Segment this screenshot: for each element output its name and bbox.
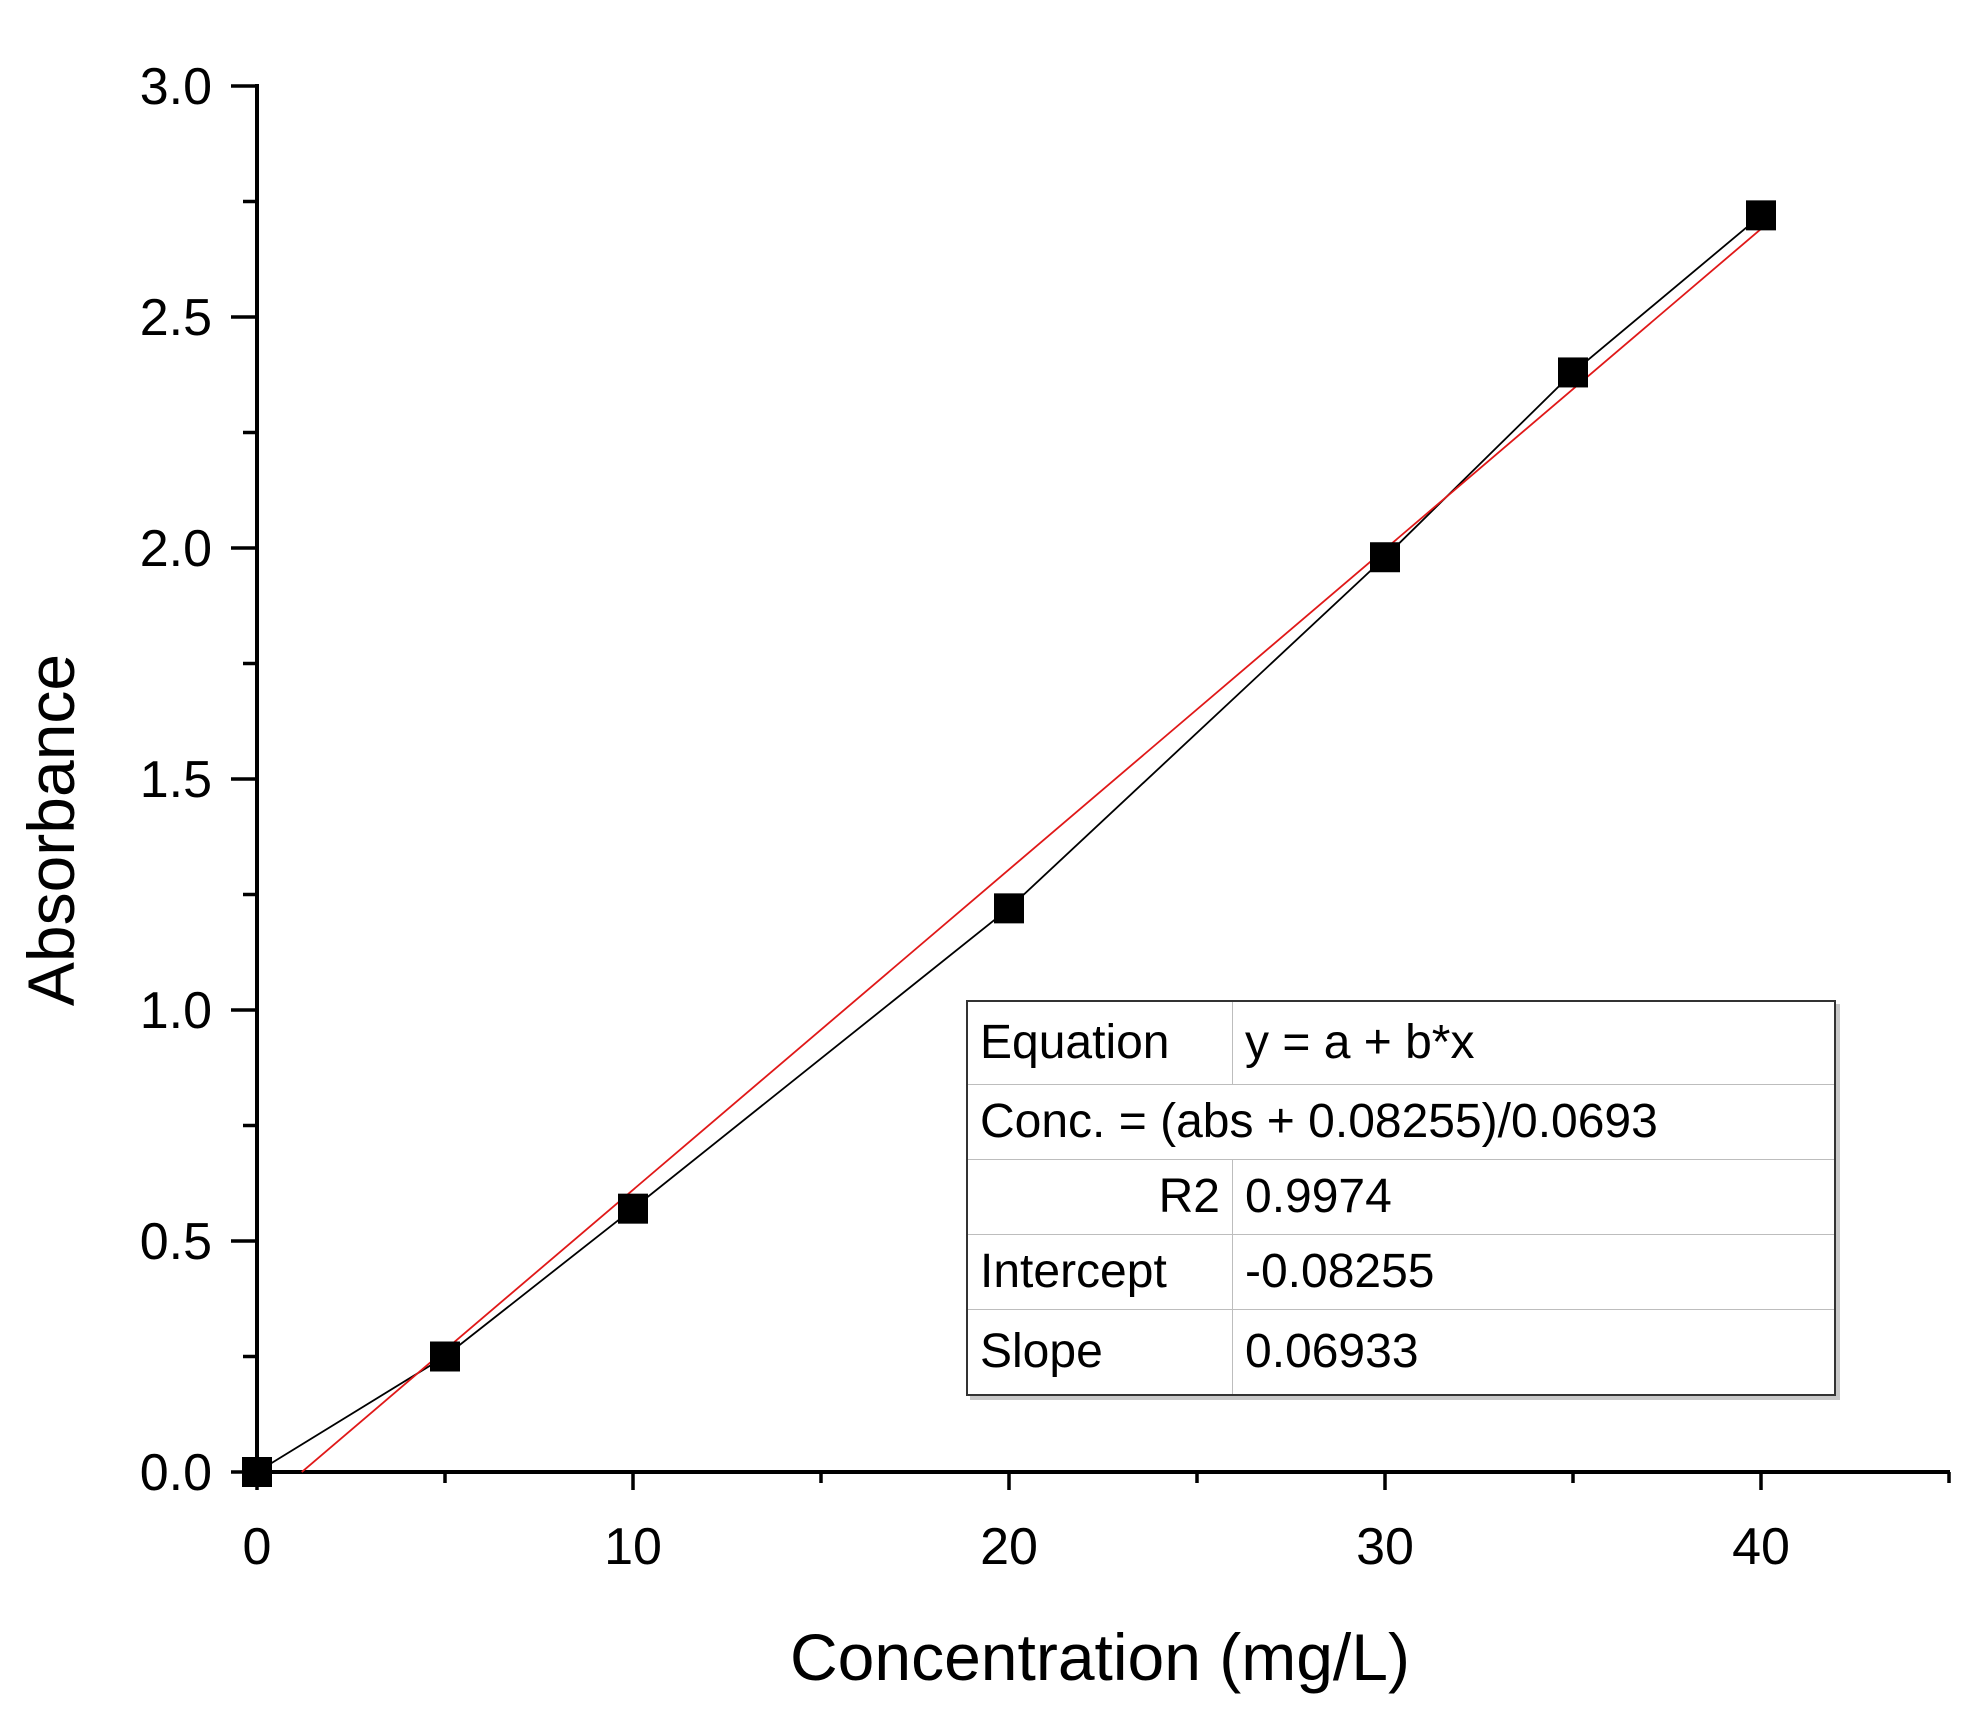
intercept-row: Intercept -0.08255 — [966, 1234, 1836, 1310]
equation-label: Equation — [966, 1000, 1233, 1085]
fit-statistics-table: Equation y = a + b*x Conc. = (abs + 0.08… — [966, 1000, 1836, 1396]
conc-formula: Conc. = (abs + 0.08255)/0.0693 — [966, 1084, 1836, 1160]
y-tick-label: 0.5 — [140, 1213, 212, 1271]
y-tick-label: 3.0 — [140, 58, 212, 116]
x-tick-label: 20 — [980, 1518, 1038, 1576]
y-tick-label: 0.0 — [140, 1444, 212, 1502]
data-point-marker — [1746, 200, 1776, 231]
data-points — [242, 200, 1776, 1487]
equation-value: y = a + b*x — [1232, 1000, 1836, 1085]
x-tick-label: 40 — [1732, 1518, 1790, 1576]
y-tick-label: 2.5 — [140, 289, 212, 347]
y-tick-label: 1.0 — [140, 982, 212, 1040]
r2-value: 0.9974 — [1232, 1159, 1836, 1235]
data-point-marker — [242, 1457, 272, 1487]
x-tick-label: 30 — [1356, 1518, 1414, 1576]
linear-fit-line — [301, 228, 1762, 1473]
data-point-marker — [994, 893, 1024, 924]
conc-formula-row: Conc. = (abs + 0.08255)/0.0693 — [966, 1084, 1836, 1160]
y-axis-title: Absorbance — [14, 654, 88, 1006]
slope-row: Slope 0.06933 — [966, 1309, 1836, 1396]
data-point-marker — [1558, 357, 1588, 388]
y-tick-label: 2.0 — [140, 520, 212, 578]
data-point-marker — [1370, 542, 1400, 573]
equation-row: Equation y = a + b*x — [966, 1000, 1836, 1085]
slope-value: 0.06933 — [1232, 1309, 1836, 1396]
intercept-value: -0.08255 — [1232, 1234, 1836, 1310]
r2-row: R2 0.9974 — [966, 1159, 1836, 1235]
data-point-marker — [618, 1193, 648, 1224]
x-axis-title: Concentration (mg/L) — [790, 1620, 1410, 1694]
axis-ticks: 0 10 20 30 40 0.0 0.5 1.0 1.5 2.0 2.5 3.0 — [140, 58, 1951, 1576]
r2-label: R2 — [966, 1159, 1233, 1235]
intercept-label: Intercept — [966, 1234, 1233, 1310]
y-tick-label: 1.5 — [140, 751, 212, 809]
data-point-marker — [430, 1341, 460, 1372]
x-tick-label: 0 — [243, 1518, 272, 1576]
slope-label: Slope — [966, 1309, 1233, 1396]
x-tick-label: 10 — [604, 1518, 662, 1576]
